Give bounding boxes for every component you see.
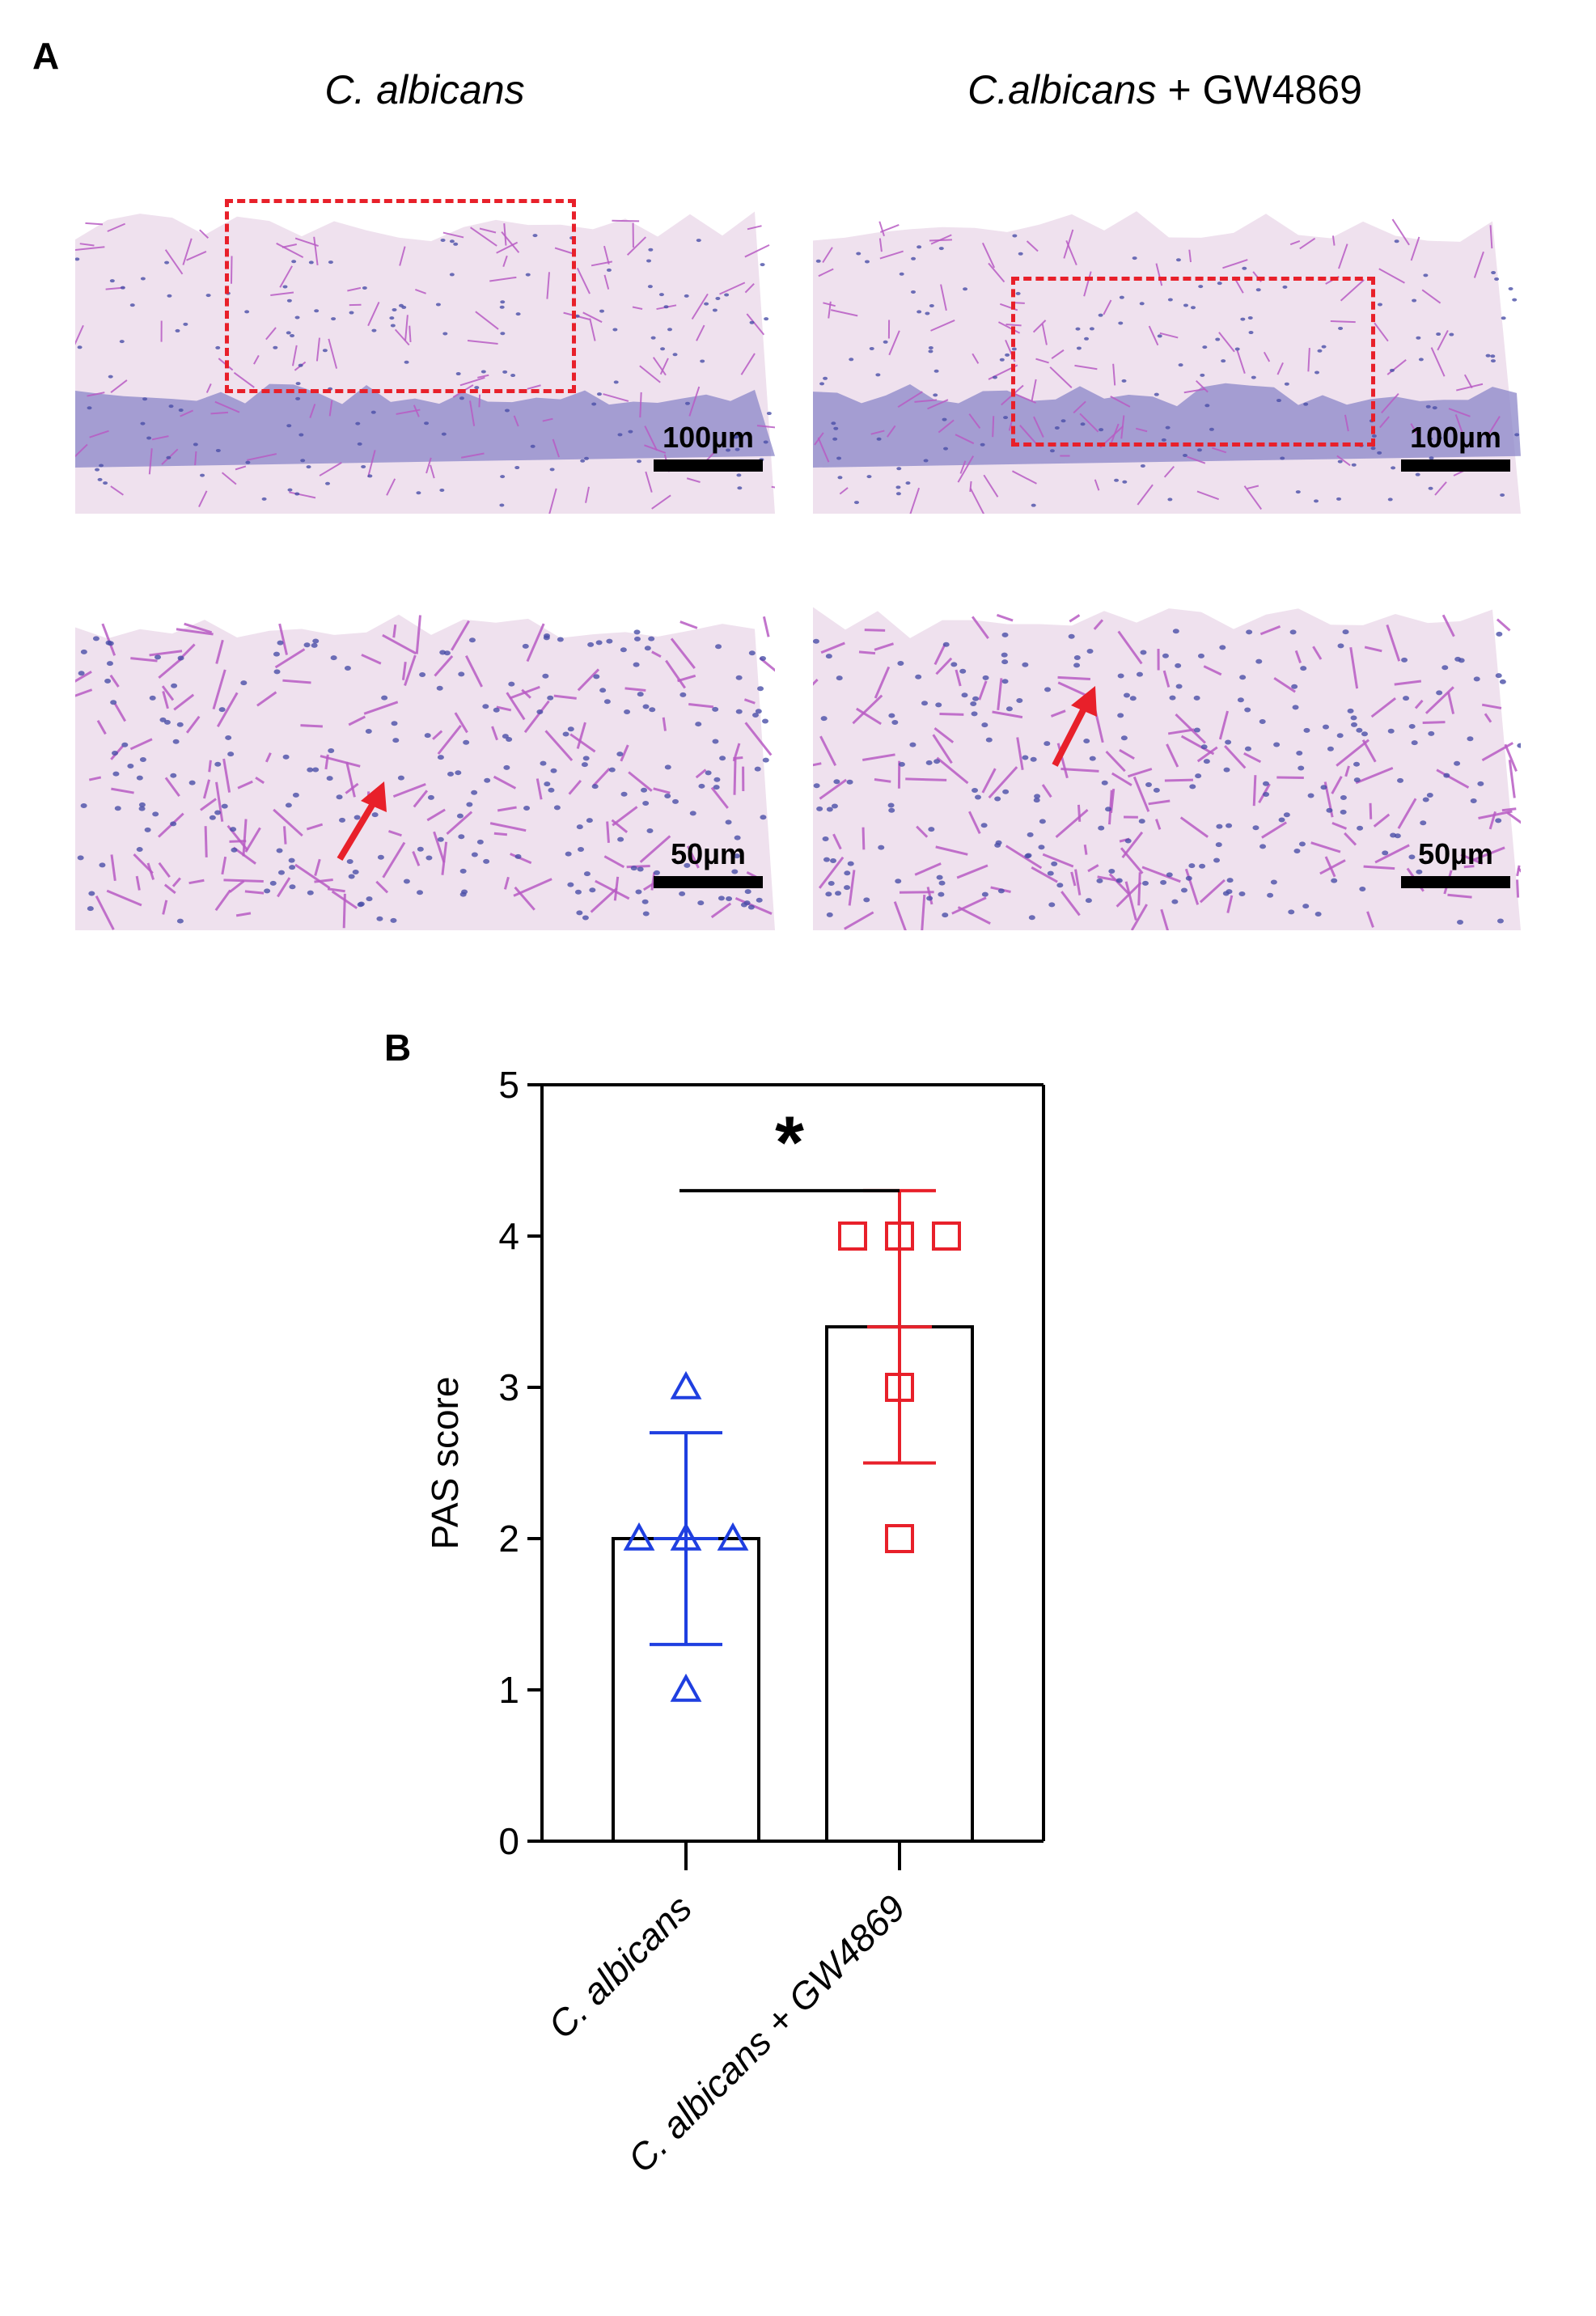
zoom-region-box-1 [225,199,576,393]
y-tick-label: 2 [498,1518,519,1560]
square-marker [885,1524,914,1553]
red-arrow-2-head [1071,686,1097,717]
triangle-marker [717,1522,749,1551]
x-category-label: C. albicans [540,1886,700,2047]
triangle-marker [670,1673,702,1702]
panel-a-label: A [32,35,60,77]
micrograph-texture [813,550,1521,930]
red-arrow-2-shaft [1052,707,1087,767]
square-marker [932,1222,961,1251]
y-tick-label: 0 [498,1820,519,1862]
scale-label-2: 100µm [1410,421,1501,454]
scale-bar-3 [654,876,763,888]
y-tick-label: 5 [498,1064,519,1106]
significance-asterisk: * [775,1102,804,1184]
micrograph-gw4869-50um [813,550,1521,930]
square-marker [885,1373,914,1402]
y-axis-title: PAS score [424,1377,466,1550]
scale-label-3: 50µm [671,837,746,870]
y-tick-label: 3 [498,1366,519,1408]
red-arrow-1-shaft [337,800,377,862]
triangle-marker [670,1370,702,1399]
red-arrow-1-head [361,781,387,812]
col-title-gw-italic: C.albicans [967,67,1157,112]
scale-bar-1 [654,459,763,472]
scale-bar-2 [1401,459,1510,472]
col-title-c-albicans-gw4869: C.albicans + GW4869 [813,66,1517,113]
y-tick-label: 1 [498,1669,519,1711]
scale-label-1: 100µm [663,421,754,454]
zoom-region-box-2 [1011,277,1375,447]
triangle-marker [670,1522,702,1551]
scale-label-4: 50µm [1418,837,1493,870]
col-title-c-albicans-text: C. albicans [324,67,525,112]
y-tick-label: 4 [498,1215,519,1257]
micrograph-c-albicans-50um [75,550,775,930]
arrow-overlay [337,686,1097,862]
panel-b-label: B [384,1027,412,1069]
col-title-c-albicans: C. albicans [73,66,777,113]
micrograph-texture [75,129,775,514]
scale-bar-4 [1401,876,1510,888]
col-title-gw-rest: + GW4869 [1156,67,1362,112]
square-marker [885,1222,914,1251]
triangle-marker [623,1522,655,1551]
micrograph-c-albicans-100um [75,129,775,514]
micrograph-texture [75,550,775,930]
square-marker [838,1222,867,1251]
